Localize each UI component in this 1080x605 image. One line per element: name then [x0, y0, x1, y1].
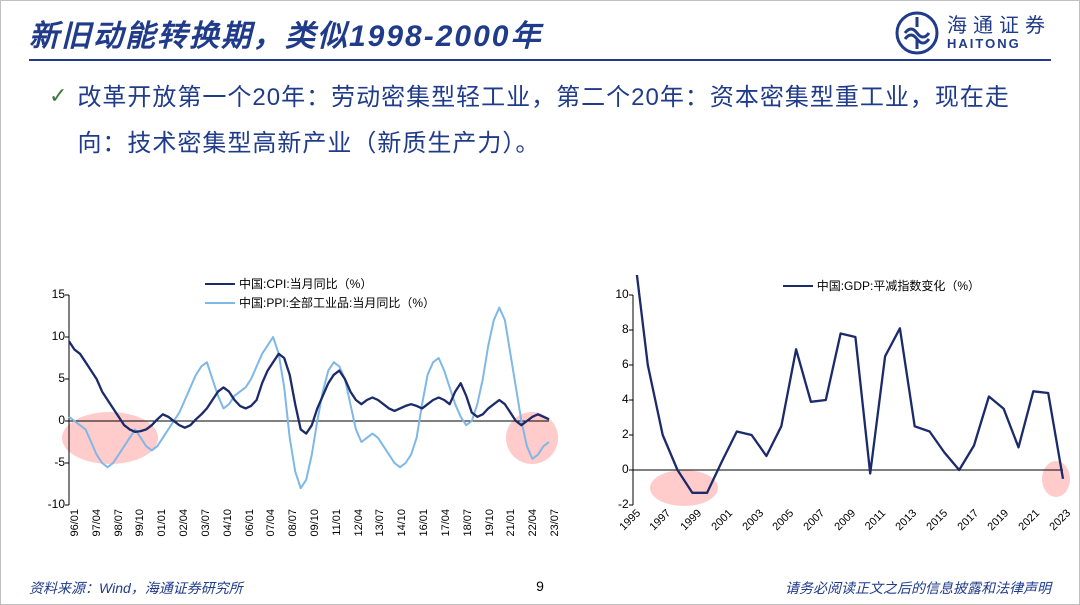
x-tick-label: 16/01 [418, 509, 430, 537]
x-tick-label: 21/01 [505, 509, 517, 537]
x-tick-label: 96/01 [69, 509, 81, 537]
x-tick-label: 2005 [771, 507, 797, 533]
footer-disclaimer: 请务必阅读正文之后的信息披露和法律声明 [785, 578, 1051, 598]
x-tick-label: 09/10 [309, 509, 321, 537]
legend-line-icon [783, 285, 813, 287]
logo-text-en: HAITONG [947, 37, 1051, 51]
x-tick-label: 12/04 [353, 509, 365, 537]
logo: 海通证券 HAITONG [895, 11, 1051, 55]
x-tick-label: 02/04 [178, 509, 190, 537]
x-tick-label: 17/04 [440, 509, 452, 537]
x-tick-label: 2001 [709, 507, 735, 533]
legend-label: 中国:CPI:当月同比（%） [239, 275, 372, 292]
x-tick-label: 1997 [648, 507, 674, 533]
x-tick-label: 03/07 [200, 509, 212, 537]
x-tick-label: 19/10 [484, 509, 496, 537]
plot-svg [603, 275, 1067, 509]
x-tick-label: 2003 [740, 507, 766, 533]
x-tick-label: 2015 [924, 507, 950, 533]
chart-gdp-deflator: -202468101995199719992001200320052007200… [603, 275, 1059, 560]
x-tick-label: 2013 [894, 507, 920, 533]
x-tick-label: 2007 [801, 507, 827, 533]
x-tick-label: 1999 [679, 507, 705, 533]
x-tick-label: 22/04 [527, 509, 539, 537]
series-line [69, 341, 549, 433]
x-tick-label: 04/10 [222, 509, 234, 537]
logo-text-cn: 海通证券 [947, 15, 1051, 37]
x-tick-label: 23/07 [549, 509, 561, 537]
footer: 资料来源：Wind，海通证券研究所 9 请务必阅读正文之后的信息披露和法律声明 [1, 578, 1079, 598]
legend-item: 中国:GDP:平减指数变化（%） [783, 277, 980, 294]
header: 新旧动能转换期，类似1998-2000年 海通证券 HAITONG [1, 1, 1079, 59]
footer-source: 资料来源：Wind，海通证券研究所 [29, 578, 243, 598]
x-tick-label: 98/07 [113, 509, 125, 537]
haitong-logo-icon [895, 11, 939, 55]
x-tick-label: 11/01 [331, 509, 343, 536]
legend-line-icon [205, 283, 235, 285]
x-tick-label: 1995 [617, 507, 643, 533]
x-tick-label: 01/01 [156, 509, 168, 537]
x-tick-label: 2017 [955, 507, 981, 533]
bullet-text: 改革开放第一个20年：劳动密集型轻工业，第二个20年：资本密集型重工业，现在走向… [77, 75, 1031, 166]
title-rule [29, 59, 1051, 61]
x-tick-label: 2011 [863, 507, 888, 532]
page-number: 9 [536, 578, 544, 594]
legend: 中国:GDP:平减指数变化（%） [783, 277, 980, 294]
legend-line-icon [205, 302, 235, 304]
x-tick-label: 07/04 [265, 509, 277, 537]
x-tick-label: 2023 [1047, 507, 1073, 533]
page-title: 新旧动能转换期，类似1998-2000年 [29, 11, 542, 55]
x-tick-label: 18/07 [462, 509, 474, 537]
bullet-block: ✓ 改革开放第一个20年：劳动密集型轻工业，第二个20年：资本密集型重工业，现在… [1, 67, 1079, 166]
legend-item: 中国:CPI:当月同比（%） [205, 275, 435, 292]
legend-item: 中国:PPI:全部工业品:当月同比（%） [205, 294, 435, 311]
x-tick-label: 13/07 [374, 509, 386, 537]
x-tick-label: 06/01 [244, 509, 256, 537]
charts-row: -10-505101596/0197/0498/0799/1001/0102/0… [35, 275, 1059, 560]
series-line [633, 275, 1063, 493]
x-tick-label: 14/10 [396, 509, 408, 537]
x-tick-label: 2019 [986, 507, 1012, 533]
x-tick-label: 99/10 [134, 509, 146, 537]
slide: 新旧动能转换期，类似1998-2000年 海通证券 HAITONG ✓ 改革开放… [0, 0, 1080, 605]
check-icon: ✓ [49, 75, 67, 117]
series-line [69, 308, 549, 489]
x-tick-label: 2009 [832, 507, 858, 533]
chart-cpi-ppi: -10-505101596/0197/0498/0799/1001/0102/0… [35, 275, 593, 560]
legend: 中国:CPI:当月同比（%） 中国:PPI:全部工业品:当月同比（%） [205, 275, 435, 311]
legend-label: 中国:PPI:全部工业品:当月同比（%） [239, 294, 435, 311]
legend-label: 中国:GDP:平减指数变化（%） [817, 277, 980, 294]
x-tick-label: 08/07 [287, 509, 299, 537]
x-tick-label: 2021 [1016, 507, 1042, 533]
x-tick-label: 97/04 [91, 509, 103, 537]
